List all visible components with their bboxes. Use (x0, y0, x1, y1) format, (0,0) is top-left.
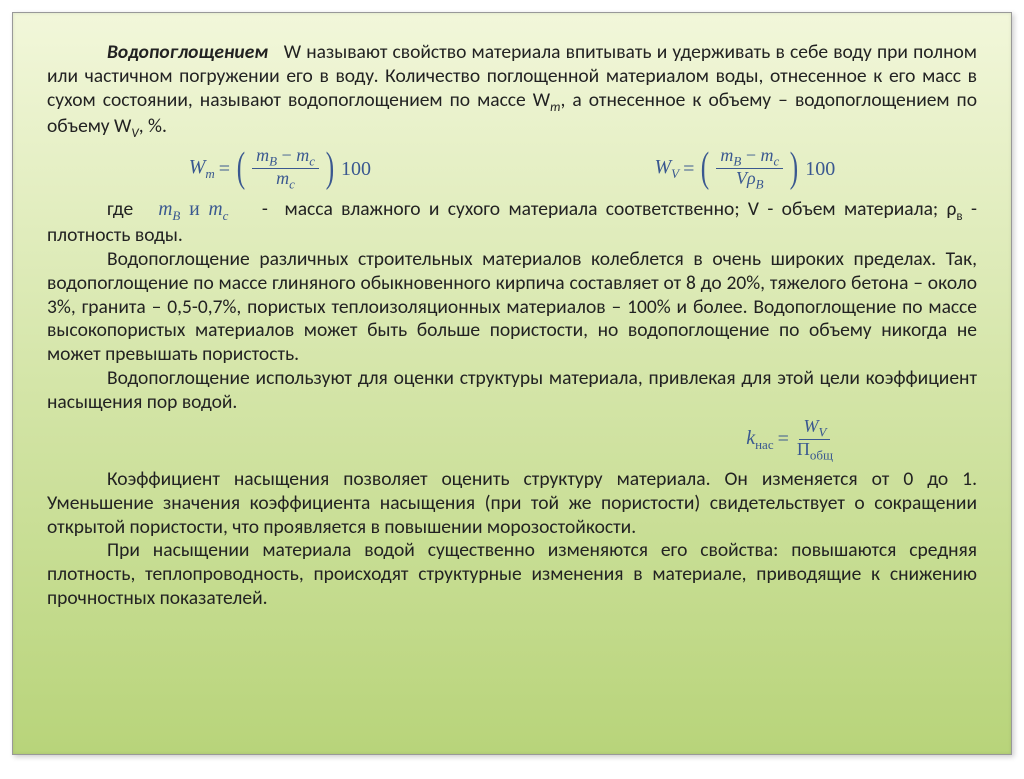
paragraph-1: Водопоглощением W называют свойство мате… (47, 41, 977, 142)
paren-close-icon: ) (326, 152, 334, 186)
wv-times: 100 (805, 157, 835, 181)
wv-lhs: WV (654, 155, 679, 182)
formula-wm: Wm = ( mB − mc mc ) 100 (189, 146, 371, 191)
p2-mb: mB (158, 199, 180, 220)
lead-term: Водопоглощением (107, 40, 268, 64)
formula-knas: kнас = WV Побщ (746, 417, 837, 462)
p1-tail: , %. (139, 114, 167, 138)
p1-sub-v: V (131, 126, 138, 141)
p2-mc: mc (208, 199, 228, 220)
paragraph-5: Коэффициент насыщения позволяет оценить … (47, 468, 977, 539)
p2-and: и (180, 199, 208, 220)
paren-open-icon: ( (237, 152, 245, 186)
paragraph-6: При насыщении материала водой существенн… (47, 539, 977, 610)
paren-close-icon: ) (790, 152, 798, 186)
knas-fraction: WV Побщ (793, 417, 837, 462)
wm-times: 100 (341, 157, 371, 181)
paragraph-2: где mB и mc - масса влажного и сухого ма… (47, 198, 977, 249)
paren-open-icon: ( (701, 152, 709, 186)
slide-content: Водопоглощением W называют свойство мате… (12, 12, 1012, 755)
equals-sign: = (683, 157, 694, 181)
wm-fraction: mB − mc mc (252, 146, 319, 191)
p2-pre: где (107, 197, 158, 221)
formula-row-2: kнас = WV Побщ (47, 417, 977, 462)
wv-fraction: mB − mc VρB (716, 146, 783, 191)
formula-wv: WV = ( mB − mc VρB ) 100 (654, 146, 835, 191)
paragraph-4: Водопоглощение используют для оценки стр… (47, 367, 977, 415)
equals-sign: = (778, 427, 789, 451)
equals-sign: = (219, 157, 230, 181)
formula-row-1: Wm = ( mB − mc mc ) 100 WV = ( mB − mc V… (47, 146, 977, 191)
knas-lhs: kнас (746, 426, 773, 453)
wm-lhs: Wm (189, 155, 215, 182)
p1-sub-m: m (550, 99, 560, 114)
paragraph-3: Водопоглощение различных строительных ма… (47, 248, 977, 367)
p2-post: - масса влажного и сухого материала соот… (228, 197, 956, 221)
